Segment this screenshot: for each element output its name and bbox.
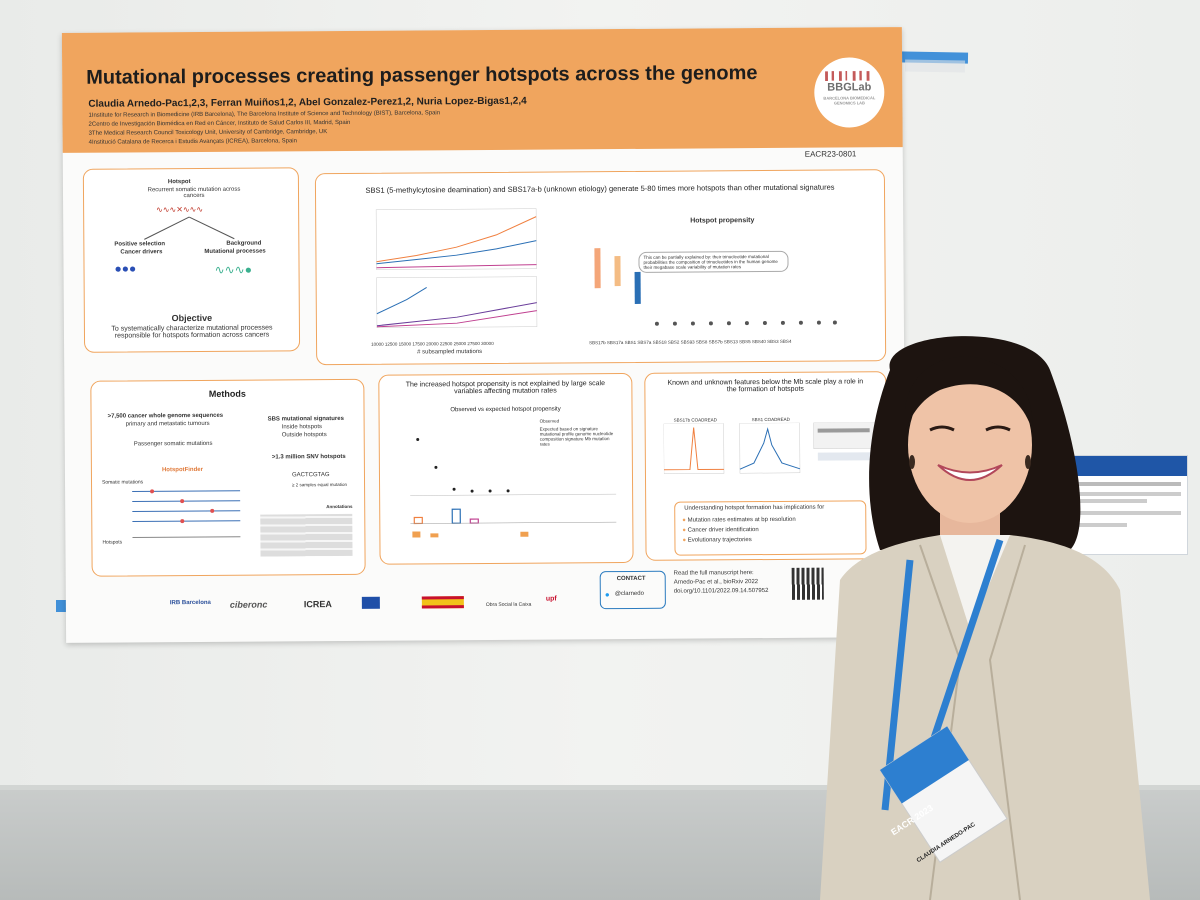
contact-box: CONTACT ● @clarnedo (599, 570, 666, 610)
observed-expected-chart (410, 437, 617, 538)
bbglab-logo: ▌▍▌▎▌▍▌ BBGLab BARCELONA BIOMEDICAL GENO… (814, 57, 885, 128)
hotspot-desc: Recurrent somatic mutation across cancer… (147, 186, 241, 200)
cancer-drivers-label: Cancer drivers (120, 249, 163, 256)
objective-text: To systematically characterize mutationa… (111, 324, 273, 340)
methods-line: >7,500 cancer whole genome sequences (107, 412, 224, 420)
methods-line: primary and metastatic tumours (125, 420, 210, 428)
results-panel-right: Known and unknown features below the Mb … (644, 371, 888, 561)
hotspot-label: Hotspot (167, 179, 191, 186)
branch-lines (144, 216, 235, 240)
manuscript-text: Read the full manuscript here: (673, 570, 754, 577)
poster: Mutational processes creating passenger … (61, 27, 907, 643)
motif-label: GACTCGTAG (291, 472, 330, 479)
x-ticks: 10000 12500 15000 17500 20000 22500 2500… (371, 340, 494, 347)
methods-line: Passenger somatic mutations (133, 440, 213, 448)
inside-label: Inside hotspots (281, 424, 323, 431)
annotations-label: Annotations (326, 503, 353, 510)
hotspot-line-charts (375, 208, 538, 328)
implications-title: Understanding hotspot formation has impl… (684, 504, 825, 512)
plot2-title: SBS1 COADREAD (751, 416, 790, 423)
presenter-person (820, 336, 1150, 900)
bullet-item: ● Cancer driver identification (682, 527, 759, 534)
contact-handle: @clarnedo (614, 590, 644, 598)
objective-title: Objective (171, 312, 213, 324)
intro-box: Hotspot Recurrent somatic mutation acros… (82, 167, 301, 353)
eu-flag-icon (361, 596, 380, 609)
samples-label: ≥ 2 samples equal mutation (292, 481, 348, 488)
spain-gov-logo (421, 596, 464, 609)
panel-title: The increased hotspot propensity is not … (405, 380, 605, 396)
contact-label: CONTACT (616, 575, 646, 583)
logo-text: BBGLab (827, 81, 872, 94)
sbs-label: SBS mutational signatures (267, 415, 344, 423)
bullet-item: ● Mutation rates estimates at bp resolut… (682, 516, 796, 524)
logo-subtitle: BARCELONA BIOMEDICAL GENOMICS LAB (823, 95, 876, 106)
methods-title: Methods (208, 388, 246, 399)
background-label: Background (226, 240, 262, 247)
mutational-processes-label: Mutational processes (204, 248, 266, 255)
twitter-icon: ● (604, 590, 610, 600)
side-info-card (1060, 455, 1188, 555)
dna-mutation-icon: ∿∿∿● (214, 262, 253, 277)
poster-code: EACR23-0801 (804, 149, 857, 159)
citation-text: Arnedo-Pac et al., bioRxiv 2022 (673, 579, 759, 586)
doi-text: doi.org/10.1101/2022.09.14.507952 (673, 588, 769, 595)
positive-selection-label: Positive selection (114, 241, 166, 248)
x-axis-label: # subsampled mutations (417, 349, 483, 356)
plot1-title: SBS17b COADREAD (673, 417, 717, 423)
poster-title: Mutational processes creating passenger … (86, 62, 758, 89)
signature-ticks: SBS17b SBS17a SBS1 SBS7a SBS18 SBS2 SBS9… (589, 338, 792, 346)
hotspotfinder-label: HotspotFinder (161, 466, 203, 474)
cells-icon: ●●● (114, 261, 137, 276)
bullet-item: ● Evolutionary trajectories (682, 537, 752, 544)
propensity-title: Hotspot propensity (690, 217, 755, 225)
methods-box: Methods >7,500 cancer whole genome seque… (90, 378, 366, 577)
feature-plots (663, 422, 881, 474)
mutation-track-diagram (132, 489, 241, 538)
propensity-violin-plot (594, 248, 837, 326)
irb-logo: IRB Barcelona (169, 599, 211, 607)
annotation-table (260, 513, 353, 557)
panel-subtitle: Observed vs expected hotspot propensity (450, 406, 561, 414)
ciberonc-logo: ciberonc (229, 599, 268, 610)
panel-title: SBS1 (5-methylcytosine deamination) and … (365, 182, 835, 195)
hotspots-label: Hotspots (102, 539, 123, 546)
dna-icon: ∿∿∿✕∿∿∿ (156, 204, 204, 215)
results-panel-top: SBS1 (5-methylcytosine deamination) and … (314, 169, 887, 366)
upf-logo: upf (545, 595, 557, 603)
outside-label: Outside hotspots (281, 432, 327, 439)
results-panel-mid: The increased hotspot propensity is not … (378, 372, 634, 565)
white-tape (904, 59, 966, 73)
baseboard (0, 785, 1200, 793)
snv-label: >1.3 million SNV hotspots (271, 453, 346, 461)
icrea-logo: ICREA (303, 599, 332, 610)
lacaixa-logo: Obra Social la Caixa (485, 601, 532, 608)
bar-chart-icon: ▌▍▌▎▌▍▌ (825, 71, 874, 81)
